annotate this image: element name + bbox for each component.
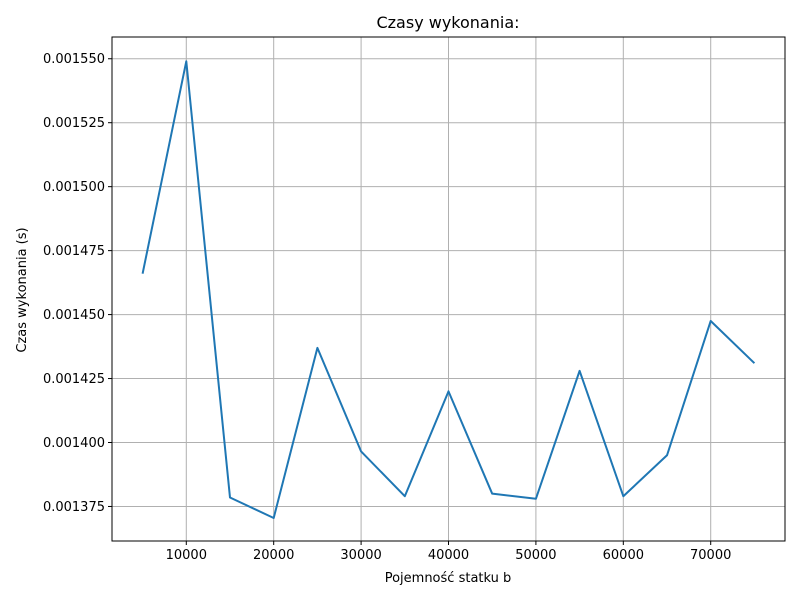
y-tick-label: 0.001550	[43, 52, 105, 67]
x-tick-label: 10000	[166, 548, 207, 563]
x-tick-label: 30000	[340, 548, 381, 563]
y-axis-label: Czas wykonania (s)	[15, 227, 30, 352]
x-tick-label: 50000	[515, 548, 556, 563]
y-tick-label: 0.001525	[43, 116, 105, 131]
chart-title: Czasy wykonania:	[376, 13, 519, 32]
x-tick-label: 60000	[603, 548, 644, 563]
x-axis-label: Pojemność statku b	[385, 571, 512, 586]
y-tick-label: 0.001425	[43, 372, 105, 387]
y-tick-label: 0.001500	[43, 180, 105, 195]
x-tick-label: 40000	[428, 548, 469, 563]
y-tick-label: 0.001400	[43, 436, 105, 451]
x-tick-label: 70000	[690, 548, 731, 563]
y-tick-label: 0.001475	[43, 244, 105, 259]
x-tick-label: 20000	[253, 548, 294, 563]
y-tick-label: 0.001375	[43, 500, 105, 515]
y-tick-label: 0.001450	[43, 308, 105, 323]
